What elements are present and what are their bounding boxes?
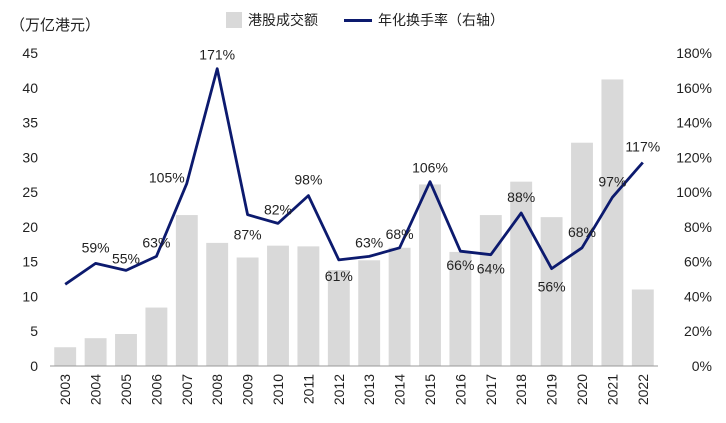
x-tick-label-2003: 2003 <box>57 374 73 405</box>
bar-2010 <box>267 245 289 366</box>
chart-legend: 港股成交额 年化换手率（右轴） <box>226 10 504 30</box>
x-tick-label-2005: 2005 <box>118 374 134 405</box>
turnover-label-2012: 61% <box>325 268 353 284</box>
bar-2017 <box>479 215 502 366</box>
x-tick-label-2009: 2009 <box>240 374 256 405</box>
turnover-label-2004: 59% <box>82 239 110 255</box>
left-axis-unit-label: （万亿港元） <box>10 16 101 34</box>
turnover-label-2022: 117% <box>625 139 660 155</box>
legend-bar-label: 港股成交额 <box>248 13 318 29</box>
x-tick-label-2010: 2010 <box>270 374 286 405</box>
right-axis: 0% 20% 40% 60% 80% 100% 120% 140% 160% 180% <box>676 45 712 374</box>
x-tick-label-2007: 2007 <box>179 374 195 405</box>
right-tick-label: 40% <box>684 288 712 304</box>
right-tick-label: 0% <box>692 358 712 374</box>
bar-2016 <box>449 251 472 366</box>
bar-2004 <box>84 338 107 366</box>
x-tick-label-2018: 2018 <box>513 374 529 405</box>
x-tick-label-2004: 2004 <box>88 374 104 405</box>
legend-line-swatch <box>344 18 372 22</box>
right-tick-label: 100% <box>676 184 712 200</box>
x-tick-label-2015: 2015 <box>422 374 438 405</box>
turnover-label-2017: 64% <box>477 261 505 277</box>
left-tick-label: 20 <box>22 219 38 235</box>
x-tick-label-2017: 2017 <box>483 374 499 405</box>
left-tick-label: 5 <box>30 323 38 339</box>
left-tick-label: 10 <box>22 288 38 304</box>
x-tick-label-2016: 2016 <box>452 374 468 405</box>
turnover-label-2019: 56% <box>538 279 566 295</box>
turnover-label-2021: 97% <box>598 173 626 189</box>
bar-2006 <box>145 307 168 366</box>
bar-2014 <box>388 247 411 366</box>
bar-2009 <box>236 257 259 366</box>
right-tick-label: 180% <box>676 45 712 61</box>
turnover-label-2013: 63% <box>355 234 383 250</box>
x-tick-label-2012: 2012 <box>331 374 347 405</box>
right-tick-label: 120% <box>676 149 712 165</box>
turnover-label-2009: 87% <box>234 227 262 243</box>
x-tick-label-2013: 2013 <box>361 374 377 405</box>
bar-2008 <box>206 242 229 366</box>
turnover-label-2011: 98% <box>294 172 322 188</box>
right-tick-label: 160% <box>676 80 712 96</box>
left-tick-label: 45 <box>22 45 38 61</box>
left-tick-label: 15 <box>22 254 38 270</box>
turnover-line <box>64 67 644 286</box>
left-axis: 0 5 10 15 20 25 30 35 40 45 <box>22 45 38 374</box>
x-tick-label-2022: 2022 <box>635 374 651 405</box>
bar-2007 <box>175 215 198 366</box>
x-tick-label-2011: 2011 <box>300 374 316 404</box>
right-tick-label: 20% <box>684 323 712 339</box>
legend-bar-swatch <box>226 12 242 28</box>
bar-2013 <box>358 260 381 366</box>
turnover-data-labels: 59%55%63%105%171%87%82%98%61%63%68%106%6… <box>82 47 661 295</box>
bar-2012 <box>327 270 350 366</box>
bar-2018 <box>510 181 533 366</box>
bar-2011 <box>297 246 320 366</box>
left-tick-label: 30 <box>22 149 38 165</box>
x-axis: 2003 2004 2005 2006 2007 2008 2009 2010 2011 2012… <box>57 374 651 405</box>
bar-2019 <box>540 217 563 366</box>
x-tick-label-2014: 2014 <box>392 374 408 405</box>
bar-series <box>54 79 654 366</box>
legend-line-label: 年化换手率（右轴） <box>378 13 504 29</box>
right-tick-label: 80% <box>684 219 712 235</box>
turnover-label-2015: 106% <box>412 160 448 176</box>
bar-2005 <box>115 334 137 366</box>
x-tick-label-2019: 2019 <box>544 374 560 405</box>
x-tick-label-2006: 2006 <box>148 374 164 405</box>
bar-2021 <box>601 79 624 366</box>
bar-2022 <box>631 289 654 366</box>
x-tick-label-2020: 2020 <box>574 374 590 405</box>
bar-2003 <box>54 347 77 366</box>
left-tick-label: 0 <box>30 358 38 374</box>
left-tick-label: 40 <box>22 80 38 96</box>
bar-2015 <box>419 184 441 366</box>
turnover-label-2016: 66% <box>446 257 474 273</box>
turnover-label-2010: 82% <box>264 201 292 217</box>
x-tick-label-2008: 2008 <box>209 374 225 405</box>
turnover-label-2005: 55% <box>112 250 140 266</box>
turnover-label-2020: 68% <box>568 224 596 240</box>
x-tick-label-2021: 2021 <box>604 374 620 405</box>
left-tick-label: 35 <box>22 115 38 131</box>
right-tick-label: 60% <box>684 254 712 270</box>
turnover-label-2018: 88% <box>507 189 535 205</box>
right-tick-label: 140% <box>676 115 712 131</box>
turnover-label-2007: 105% <box>149 169 185 185</box>
turnover-label-2008: 171% <box>199 47 235 63</box>
bar-2020 <box>571 142 593 366</box>
left-tick-label: 25 <box>22 184 38 200</box>
turnover-label-2014: 68% <box>386 226 414 242</box>
turnover-label-2006: 63% <box>142 234 170 250</box>
